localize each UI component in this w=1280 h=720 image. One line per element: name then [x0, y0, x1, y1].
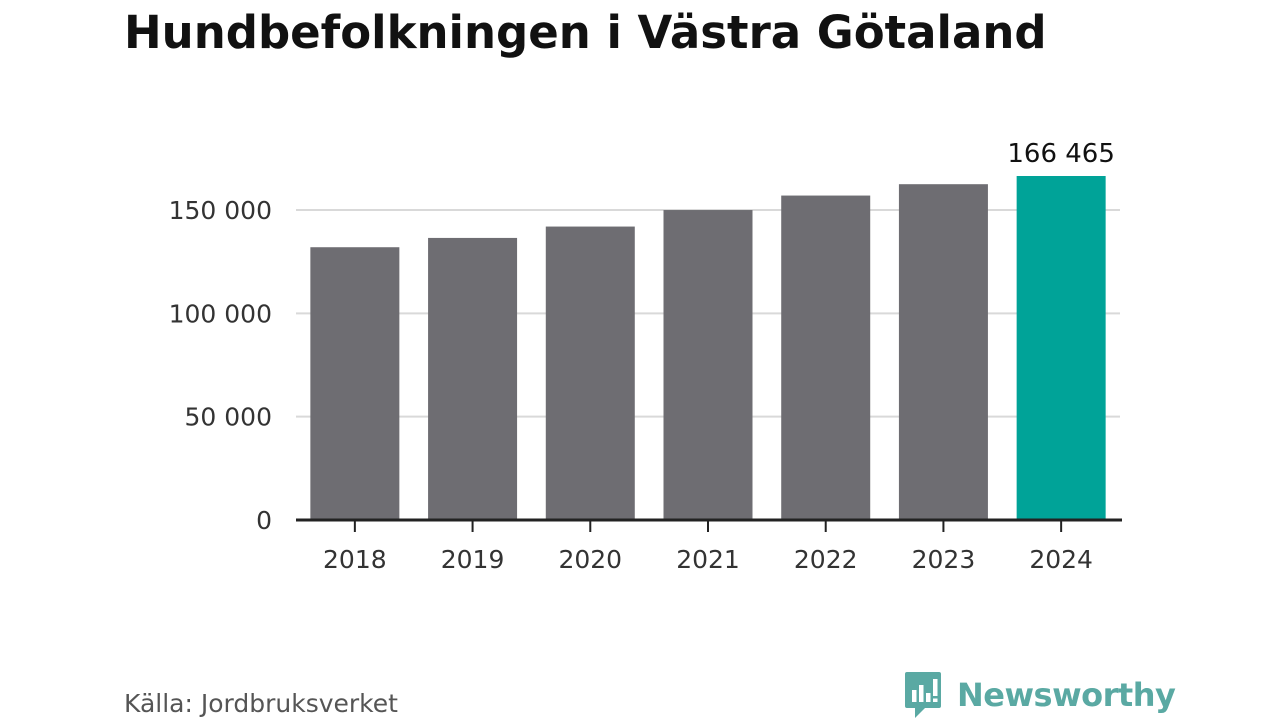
data-labels: 166 465 [1007, 139, 1115, 169]
x-tick-label: 2019 [441, 545, 505, 574]
x-tick-label: 2022 [794, 545, 858, 574]
chart-title: Hundbefolkningen i Västra Götaland [124, 6, 1047, 59]
bar-2023 [898, 184, 988, 521]
source-note: Källa: Jordbruksverket [124, 689, 398, 718]
bar-2018 [310, 247, 400, 521]
data-label: 166 465 [1007, 139, 1115, 169]
bar-2019 [428, 237, 518, 521]
x-axis-tick-labels: 2018 2019 2020 2021 2022 2023 2024 [323, 545, 1093, 574]
bar-2020 [545, 226, 635, 520]
newsworthy-logo-icon [905, 672, 941, 718]
x-tick-label: 2020 [558, 545, 622, 574]
bar-2021 [663, 210, 753, 520]
y-tick-label: 100 000 [169, 299, 272, 328]
bars [310, 176, 1106, 521]
bar-2022 [781, 195, 871, 520]
y-tick-label: 150 000 [169, 196, 272, 225]
y-tick-label: 0 [256, 506, 272, 535]
x-axis [296, 518, 1122, 532]
brand: Newsworthy [903, 670, 1176, 720]
x-tick-label: 2018 [323, 545, 387, 574]
y-axis-tick-labels: 0 50 000 100 000 150 000 [169, 196, 272, 535]
y-tick-label: 50 000 [185, 403, 272, 432]
x-tick-label: 2021 [676, 545, 740, 574]
x-tick-label: 2024 [1029, 545, 1093, 574]
x-tick-label: 2023 [912, 545, 976, 574]
brand-name: Newsworthy [957, 676, 1176, 714]
bar-2024 [1016, 176, 1106, 520]
